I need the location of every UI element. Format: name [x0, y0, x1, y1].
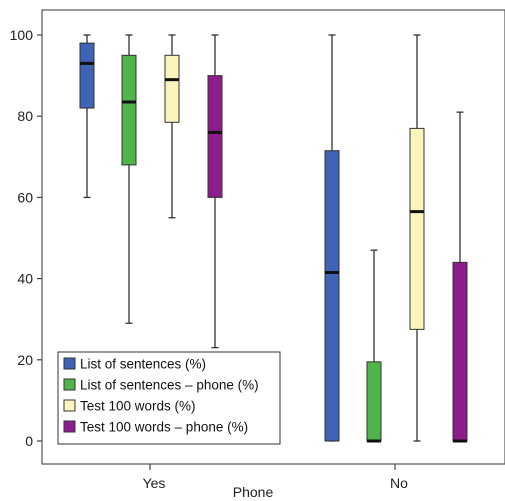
legend-box	[57, 351, 281, 445]
y-tick-label-100: 100	[10, 27, 34, 43]
box-s4-no	[452, 111, 468, 443]
y-axis: 0 20 40 60 80 100	[10, 27, 42, 449]
plot-frame	[41, 9, 505, 465]
x-tick-label-no: No	[390, 475, 408, 491]
box-rect-s4-no	[452, 261, 468, 442]
box-s2-yes	[121, 34, 137, 324]
box-rect-s4-yes	[207, 75, 223, 198]
y-tick-label-40: 40	[17, 271, 33, 287]
box-s3-no	[409, 34, 425, 442]
box-rect-s2-yes	[121, 54, 137, 166]
legend-swatch-3	[63, 399, 76, 412]
x-axis-title: Phone	[233, 484, 274, 500]
legend-swatch-2	[63, 378, 76, 391]
x-axis: Yes No	[143, 464, 408, 491]
box-rect-s1-no	[324, 150, 340, 442]
y-tick-label-0: 0	[25, 433, 33, 449]
legend: List of sentences (%) List of sentences –…	[57, 351, 281, 445]
legend-swatch-1	[63, 357, 76, 370]
box-s4-yes	[207, 34, 223, 349]
box-s1-yes	[79, 34, 95, 199]
x-tick-label-yes: Yes	[143, 475, 166, 491]
y-tick-label-80: 80	[17, 108, 33, 124]
box-rect-s2-no	[366, 361, 382, 442]
legend-swatch-4	[63, 420, 76, 433]
legend-label-1: List of sentences (%)	[80, 357, 206, 372]
box-s3-yes	[164, 34, 180, 219]
box-group	[79, 34, 468, 443]
box-s2-no	[366, 249, 382, 443]
box-rect-s3-yes	[164, 54, 180, 123]
legend-label-2: List of sentences – phone (%)	[80, 378, 259, 393]
box-rect-s1-yes	[79, 42, 95, 109]
box-rect-s3-no	[409, 127, 425, 330]
y-tick-label-20: 20	[17, 352, 33, 368]
y-tick-label-60: 60	[17, 189, 33, 205]
box-s1-no	[324, 34, 340, 442]
legend-label-4: Test 100 words – phone (%)	[80, 420, 248, 435]
legend-label-3: Test 100 words (%)	[80, 399, 196, 414]
